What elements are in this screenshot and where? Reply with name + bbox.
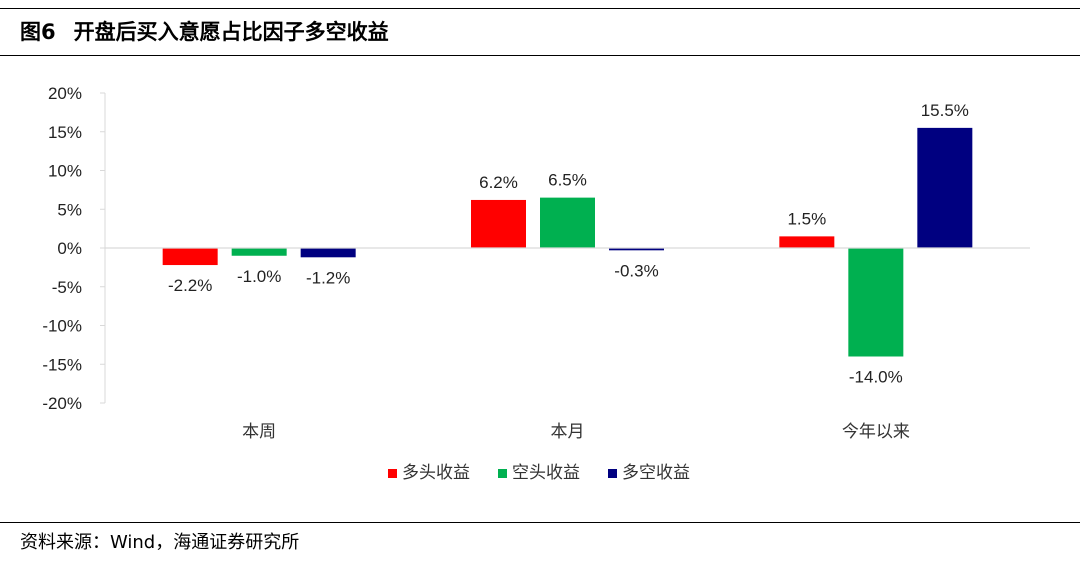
legend-swatch: [388, 469, 397, 478]
category-label: 本周: [242, 422, 276, 441]
category-label: 本月: [551, 422, 585, 441]
bar-chart: 20%15%10%5%0%-5%-10%-15%-20% -2.2% -1.0% -…: [42, 84, 1030, 482]
data-label: 6.5%: [548, 171, 587, 190]
source-note: 资料来源：Wind，海通证券研究所: [20, 532, 300, 553]
data-label: -2.2%: [168, 276, 212, 295]
data-labels: -2.2% -1.0% -1.2% 6.2% 6.5% -0.3% 1.5% -14.0% 15…: [168, 101, 969, 387]
bar-多头收益-本周: [162, 248, 218, 266]
legend-label: 空头收益: [512, 463, 580, 482]
legend-label: 多头收益: [402, 463, 470, 482]
y-tick-label: 20%: [48, 84, 82, 103]
bar-多头收益-今年以来: [779, 236, 835, 248]
bar-空头收益-本月: [540, 197, 595, 248]
data-label: -1.2%: [306, 268, 350, 287]
data-label: 1.5%: [787, 209, 826, 228]
bar-多头收益-本月: [471, 199, 526, 248]
y-tick-label: 15%: [48, 123, 82, 142]
legend: 多头收益 空头收益 多空收益: [388, 463, 690, 482]
data-label: -14.0%: [849, 368, 903, 387]
y-axis: 20% 15% 10% 5% 0% -5% -10% -15% -20%: [42, 84, 106, 413]
bar-空头收益-本周: [231, 248, 287, 256]
bar-多空收益-今年以来: [917, 127, 973, 248]
bar-多空收益-本周: [300, 248, 356, 258]
data-label: -1.0%: [237, 267, 281, 286]
y-tick-label: -20%: [42, 394, 82, 413]
legend-swatch: [608, 469, 617, 478]
source-rule: [0, 522, 1080, 523]
top-rule: [0, 8, 1080, 9]
y-tick-label: 5%: [57, 200, 82, 219]
bar-多空收益-本月: [609, 248, 664, 251]
category-label: 今年以来: [842, 422, 910, 441]
bar-空头收益-今年以来: [848, 248, 904, 357]
y-tick-label: -5%: [52, 278, 82, 297]
y-tick-label: 0%: [57, 239, 82, 258]
title-rule: [0, 55, 1080, 56]
y-tick-label: -10%: [42, 317, 82, 336]
category-labels: 本周 本月 今年以来: [242, 422, 910, 441]
data-label: -0.3%: [614, 261, 658, 280]
figure-title: 图6 开盘后买入意愿占比因子多空收益: [20, 12, 389, 52]
bars: [162, 127, 973, 357]
legend-label: 多空收益: [622, 463, 690, 482]
figure-title-text: 开盘后买入意愿占比因子多空收益: [73, 20, 389, 44]
data-label: 6.2%: [479, 173, 518, 192]
y-tick-label: 10%: [48, 162, 82, 181]
y-tick-label: -15%: [42, 355, 82, 374]
legend-swatch: [498, 469, 507, 478]
figure-number: 图6: [20, 20, 56, 44]
data-label: 15.5%: [921, 101, 969, 120]
